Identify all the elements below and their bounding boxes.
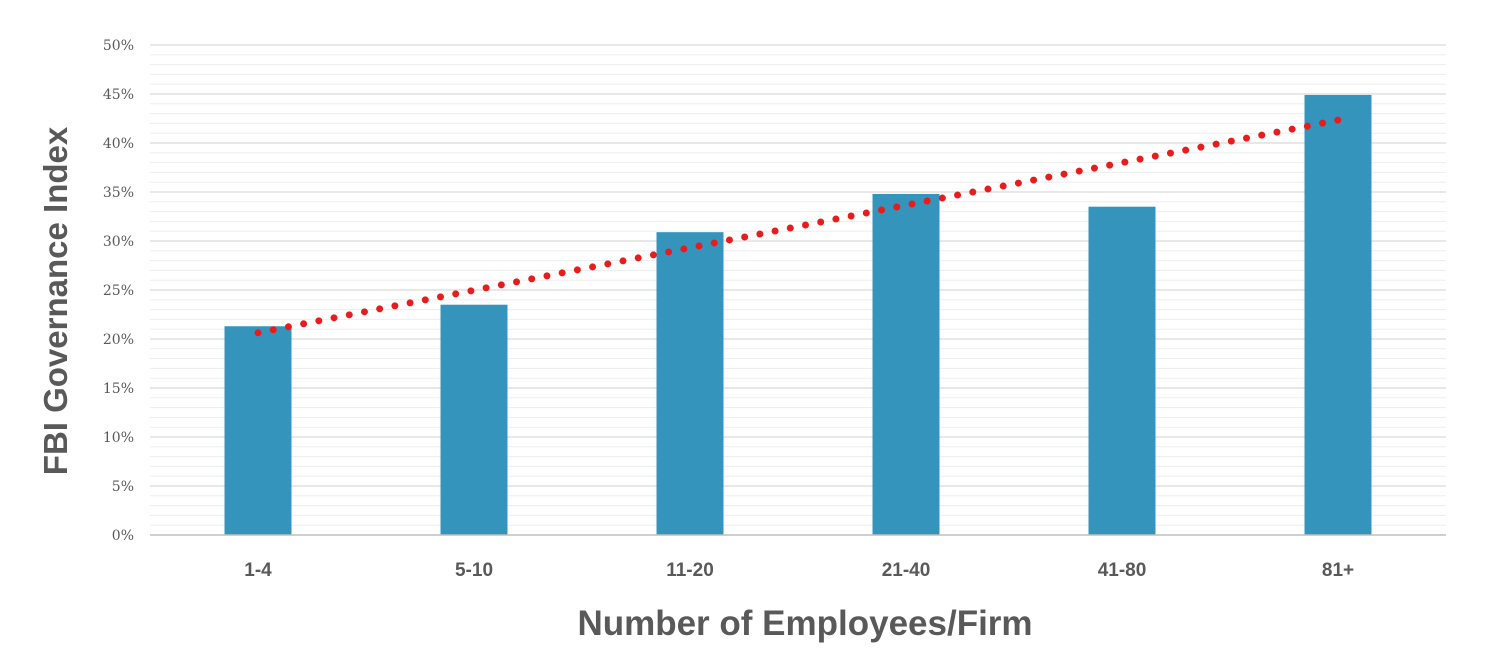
bar-21-40 — [872, 193, 940, 535]
y-tick-label: 35% — [103, 185, 134, 201]
y-axis-title: FBI Governance Index — [37, 126, 74, 475]
y-tick-label: 50% — [103, 38, 134, 54]
y-tick-label: 40% — [103, 136, 134, 152]
x-axis-tick-labels: 1-4 5-10 11-20 21-40 41-80 81+ — [244, 560, 1354, 581]
x-tick-label: 81+ — [1322, 560, 1354, 581]
x-tick-label: 11-20 — [666, 560, 714, 581]
bar-41-80 — [1088, 206, 1156, 535]
major-gridlines — [150, 44, 1446, 487]
y-tick-label: 15% — [103, 381, 134, 397]
x-tick-label: 41-80 — [1098, 560, 1147, 581]
y-tick-label: 0% — [112, 528, 134, 544]
x-tick-label: 21-40 — [882, 560, 931, 581]
minor-gridlines — [150, 54, 1446, 526]
x-tick-label: 1-4 — [244, 560, 272, 581]
trendline-dotted — [254, 116, 1342, 337]
y-tick-label: 25% — [103, 283, 134, 299]
bar-11-20 — [656, 232, 724, 535]
y-tick-label: 30% — [103, 234, 134, 250]
y-tick-label: 20% — [103, 332, 134, 348]
bar-5-10 — [440, 304, 508, 535]
x-axis-title: Number of Employees/Firm — [577, 604, 1032, 643]
y-axis-tick-labels: 0% 5% 10% 15% 20% 25% 30% 35% 40% 45% 50% — [103, 38, 134, 544]
bars — [224, 94, 1372, 535]
bar-1-4 — [224, 326, 292, 535]
trendline — [254, 116, 1342, 337]
y-tick-label: 10% — [103, 430, 134, 446]
bar-81+ — [1304, 94, 1372, 535]
y-tick-label: 5% — [112, 479, 134, 495]
y-tick-label: 45% — [103, 87, 134, 103]
x-tick-label: 5-10 — [455, 560, 493, 581]
